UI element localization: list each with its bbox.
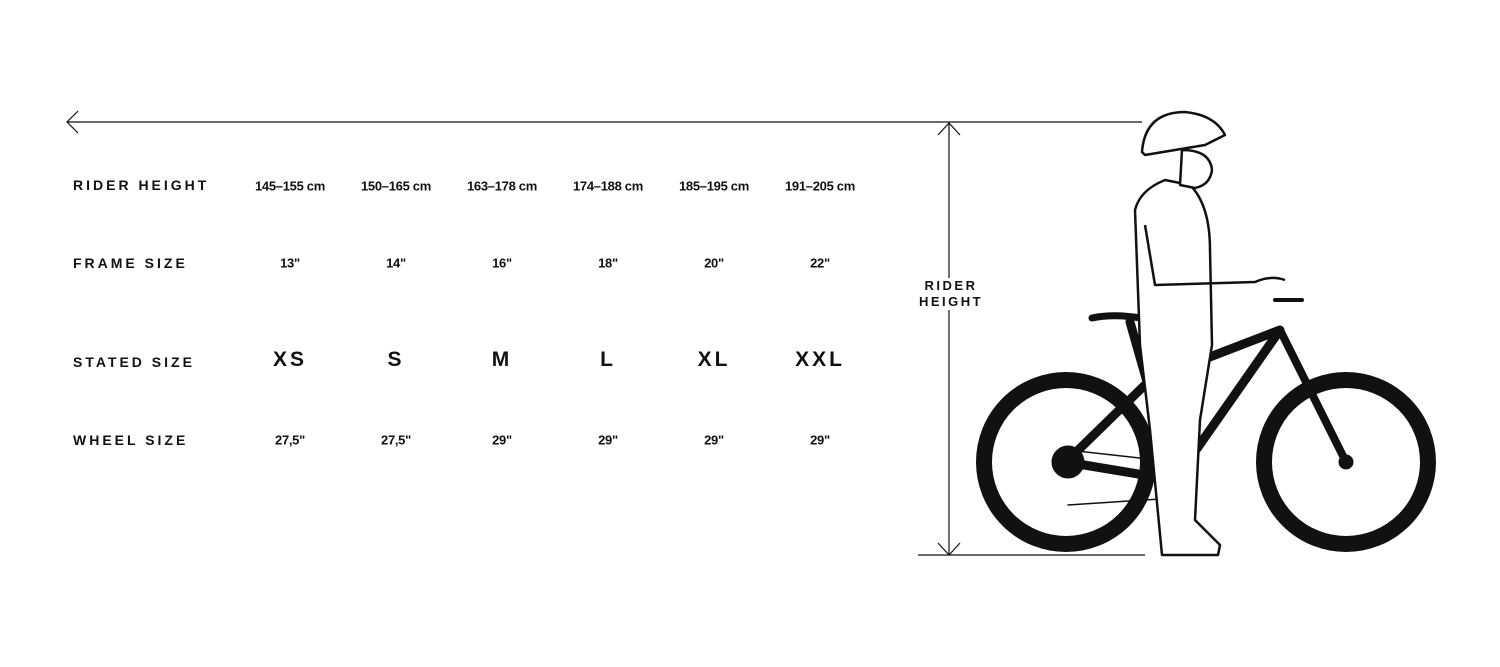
cell-frame-size: 16" — [492, 255, 512, 271]
cell-wheel-size: 27,5" — [381, 432, 411, 448]
cell-rider-height: 185–195 cm — [678, 178, 749, 194]
row-label-stated-size: STATED SIZE — [73, 354, 195, 370]
cell-rider-height: 150–165 cm — [360, 178, 431, 194]
fork — [1276, 326, 1350, 466]
cell-frame-size: 20" — [704, 255, 724, 271]
arrow-up-icon — [937, 122, 961, 136]
cell-frame-size: 18" — [598, 255, 618, 271]
rider-arm — [1143, 224, 1286, 287]
row-label-wheel-size: WHEEL SIZE — [73, 432, 189, 448]
cell-rider-height: 163–178 cm — [466, 178, 537, 194]
row-label-rider-height: RIDER HEIGHT — [73, 177, 210, 193]
cell-rider-height: 191–205 cm — [784, 178, 855, 194]
cell-stated-size: XS — [272, 348, 307, 371]
cell-frame-size: 13" — [280, 255, 300, 271]
arrows — [66, 110, 1145, 556]
rider-height-label-line2: HEIGHT — [918, 294, 984, 309]
cell-stated-size: XL — [697, 348, 731, 371]
cell-wheel-size: 29" — [492, 432, 512, 448]
rider-illustration — [1133, 110, 1286, 557]
row-label-frame-size: FRAME SIZE — [73, 255, 188, 271]
cell-stated-size: L — [600, 348, 616, 371]
cell-rider-height: 174–188 cm — [572, 178, 643, 194]
cell-frame-size: 22" — [810, 255, 830, 271]
cell-wheel-size: 29" — [704, 432, 724, 448]
cell-wheel-size: 29" — [810, 432, 830, 448]
cell-stated-size: M — [491, 348, 513, 371]
cell-stated-size: S — [387, 348, 405, 371]
cell-stated-size: XXL — [795, 348, 845, 371]
cell-wheel-size: 29" — [598, 432, 618, 448]
cell-rider-height: 145–155 cm — [254, 178, 325, 194]
helmet — [1140, 110, 1227, 157]
cell-frame-size: 14" — [386, 255, 406, 271]
front-wheel — [1256, 372, 1436, 552]
rider-height-label-line1: RIDER — [924, 278, 978, 293]
cell-wheel-size: 27,5" — [275, 432, 305, 448]
arrow-left-icon — [66, 110, 79, 134]
rear-wheel — [976, 372, 1156, 552]
rider-height-label: RIDER HEIGHT — [910, 278, 992, 310]
rider-face — [1178, 148, 1214, 190]
